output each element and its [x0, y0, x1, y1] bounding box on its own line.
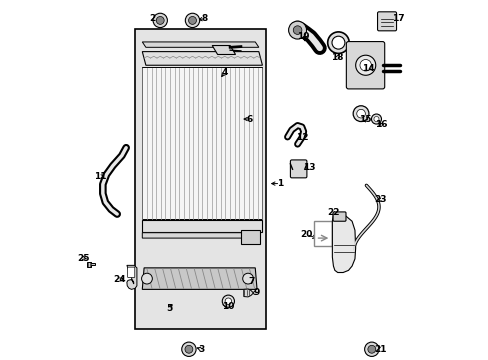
Text: 7: 7: [248, 276, 254, 285]
Circle shape: [288, 21, 306, 39]
Text: 8: 8: [202, 14, 208, 23]
Polygon shape: [142, 220, 262, 232]
Circle shape: [184, 345, 192, 353]
Polygon shape: [142, 233, 258, 238]
Text: 18: 18: [331, 53, 343, 62]
Text: 22: 22: [326, 208, 339, 217]
FancyBboxPatch shape: [377, 12, 396, 31]
Circle shape: [359, 59, 371, 71]
Polygon shape: [142, 42, 258, 47]
Text: 1: 1: [277, 179, 283, 188]
Circle shape: [182, 342, 196, 356]
Circle shape: [293, 26, 301, 35]
Circle shape: [352, 106, 368, 122]
Circle shape: [331, 36, 344, 49]
Bar: [135, 30, 265, 329]
Text: 12: 12: [295, 133, 307, 142]
FancyBboxPatch shape: [290, 160, 306, 178]
Circle shape: [153, 13, 167, 28]
Text: 25: 25: [78, 254, 90, 263]
Polygon shape: [126, 265, 137, 289]
Bar: [314, 221, 331, 246]
Circle shape: [142, 273, 152, 284]
Circle shape: [364, 342, 378, 356]
Text: 17: 17: [391, 14, 404, 23]
Polygon shape: [332, 213, 355, 273]
Circle shape: [356, 109, 365, 118]
Polygon shape: [142, 67, 262, 220]
Text: 2: 2: [149, 14, 155, 23]
Circle shape: [224, 298, 231, 305]
Circle shape: [371, 114, 381, 124]
Text: 15: 15: [359, 115, 371, 124]
Circle shape: [185, 13, 199, 28]
Text: 5: 5: [166, 304, 172, 313]
Polygon shape: [212, 45, 235, 54]
FancyBboxPatch shape: [346, 41, 384, 89]
Text: 23: 23: [374, 195, 386, 204]
Text: 11: 11: [94, 172, 106, 181]
Text: 6: 6: [246, 114, 252, 123]
FancyBboxPatch shape: [127, 267, 135, 278]
Circle shape: [367, 345, 375, 353]
Polygon shape: [244, 289, 253, 297]
Circle shape: [373, 117, 378, 122]
Circle shape: [222, 295, 234, 307]
Circle shape: [242, 273, 253, 284]
Polygon shape: [86, 262, 95, 267]
Text: 20: 20: [299, 230, 312, 239]
Text: 24: 24: [113, 275, 126, 284]
Circle shape: [156, 17, 164, 24]
Circle shape: [327, 32, 348, 53]
Text: 10: 10: [222, 302, 234, 311]
FancyBboxPatch shape: [332, 212, 346, 221]
Text: 19: 19: [297, 32, 309, 41]
Text: 21: 21: [373, 345, 386, 354]
Text: 4: 4: [221, 68, 227, 77]
Polygon shape: [142, 51, 262, 65]
Polygon shape: [142, 268, 257, 289]
Text: 14: 14: [361, 64, 374, 73]
Bar: [241, 230, 259, 244]
Text: 9: 9: [253, 288, 259, 297]
Text: 13: 13: [302, 163, 315, 172]
Circle shape: [355, 55, 375, 75]
Text: 3: 3: [198, 345, 204, 354]
Text: 16: 16: [374, 120, 387, 129]
Circle shape: [188, 17, 196, 24]
